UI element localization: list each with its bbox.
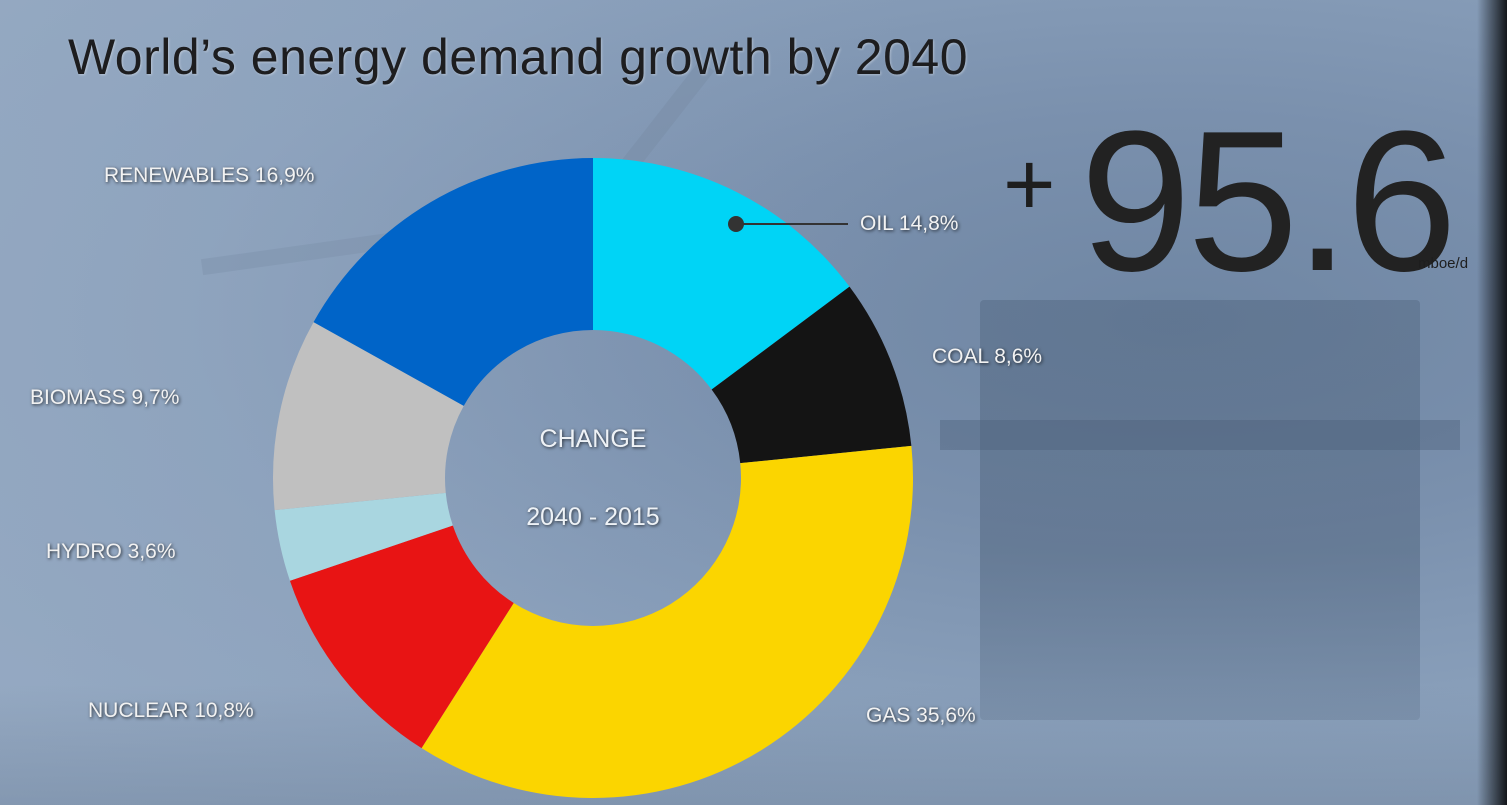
headline-value: 95.6 [1080, 90, 1457, 313]
headline-sign: + [1003, 135, 1056, 235]
chart-title: World’s energy demand growth by 2040 [68, 29, 969, 85]
slice-label-coal: COAL 8,6% [932, 345, 1043, 368]
slice-label-renewables: RENEWABLES 16,9% [104, 164, 315, 187]
slice-biomass [273, 322, 464, 511]
oil-rig-silhouette [980, 300, 1420, 720]
slice-hydro [274, 492, 453, 581]
slice-label-hydro: HYDRO 3,6% [46, 540, 176, 563]
slice-label-biomass: BIOMASS 9,7% [30, 386, 180, 409]
headline-unit: mboe/d [1418, 255, 1469, 272]
slice-oil [593, 158, 850, 390]
center-label-years: 2040 - 2015 [526, 503, 660, 531]
slice-nuclear [289, 525, 514, 749]
slice-label-gas: GAS 35,6% [866, 704, 976, 727]
slice-coal [711, 286, 912, 464]
slice-label-nuclear: NUCLEAR 10,8% [88, 699, 254, 722]
slice-label-oil: OIL 14,8% [860, 212, 959, 235]
slice-renewables [313, 158, 593, 406]
right-edge-shadow [1477, 0, 1507, 805]
slice-gas [421, 445, 913, 799]
center-label-change: CHANGE [539, 425, 647, 453]
oil-leader-dot [728, 216, 744, 232]
